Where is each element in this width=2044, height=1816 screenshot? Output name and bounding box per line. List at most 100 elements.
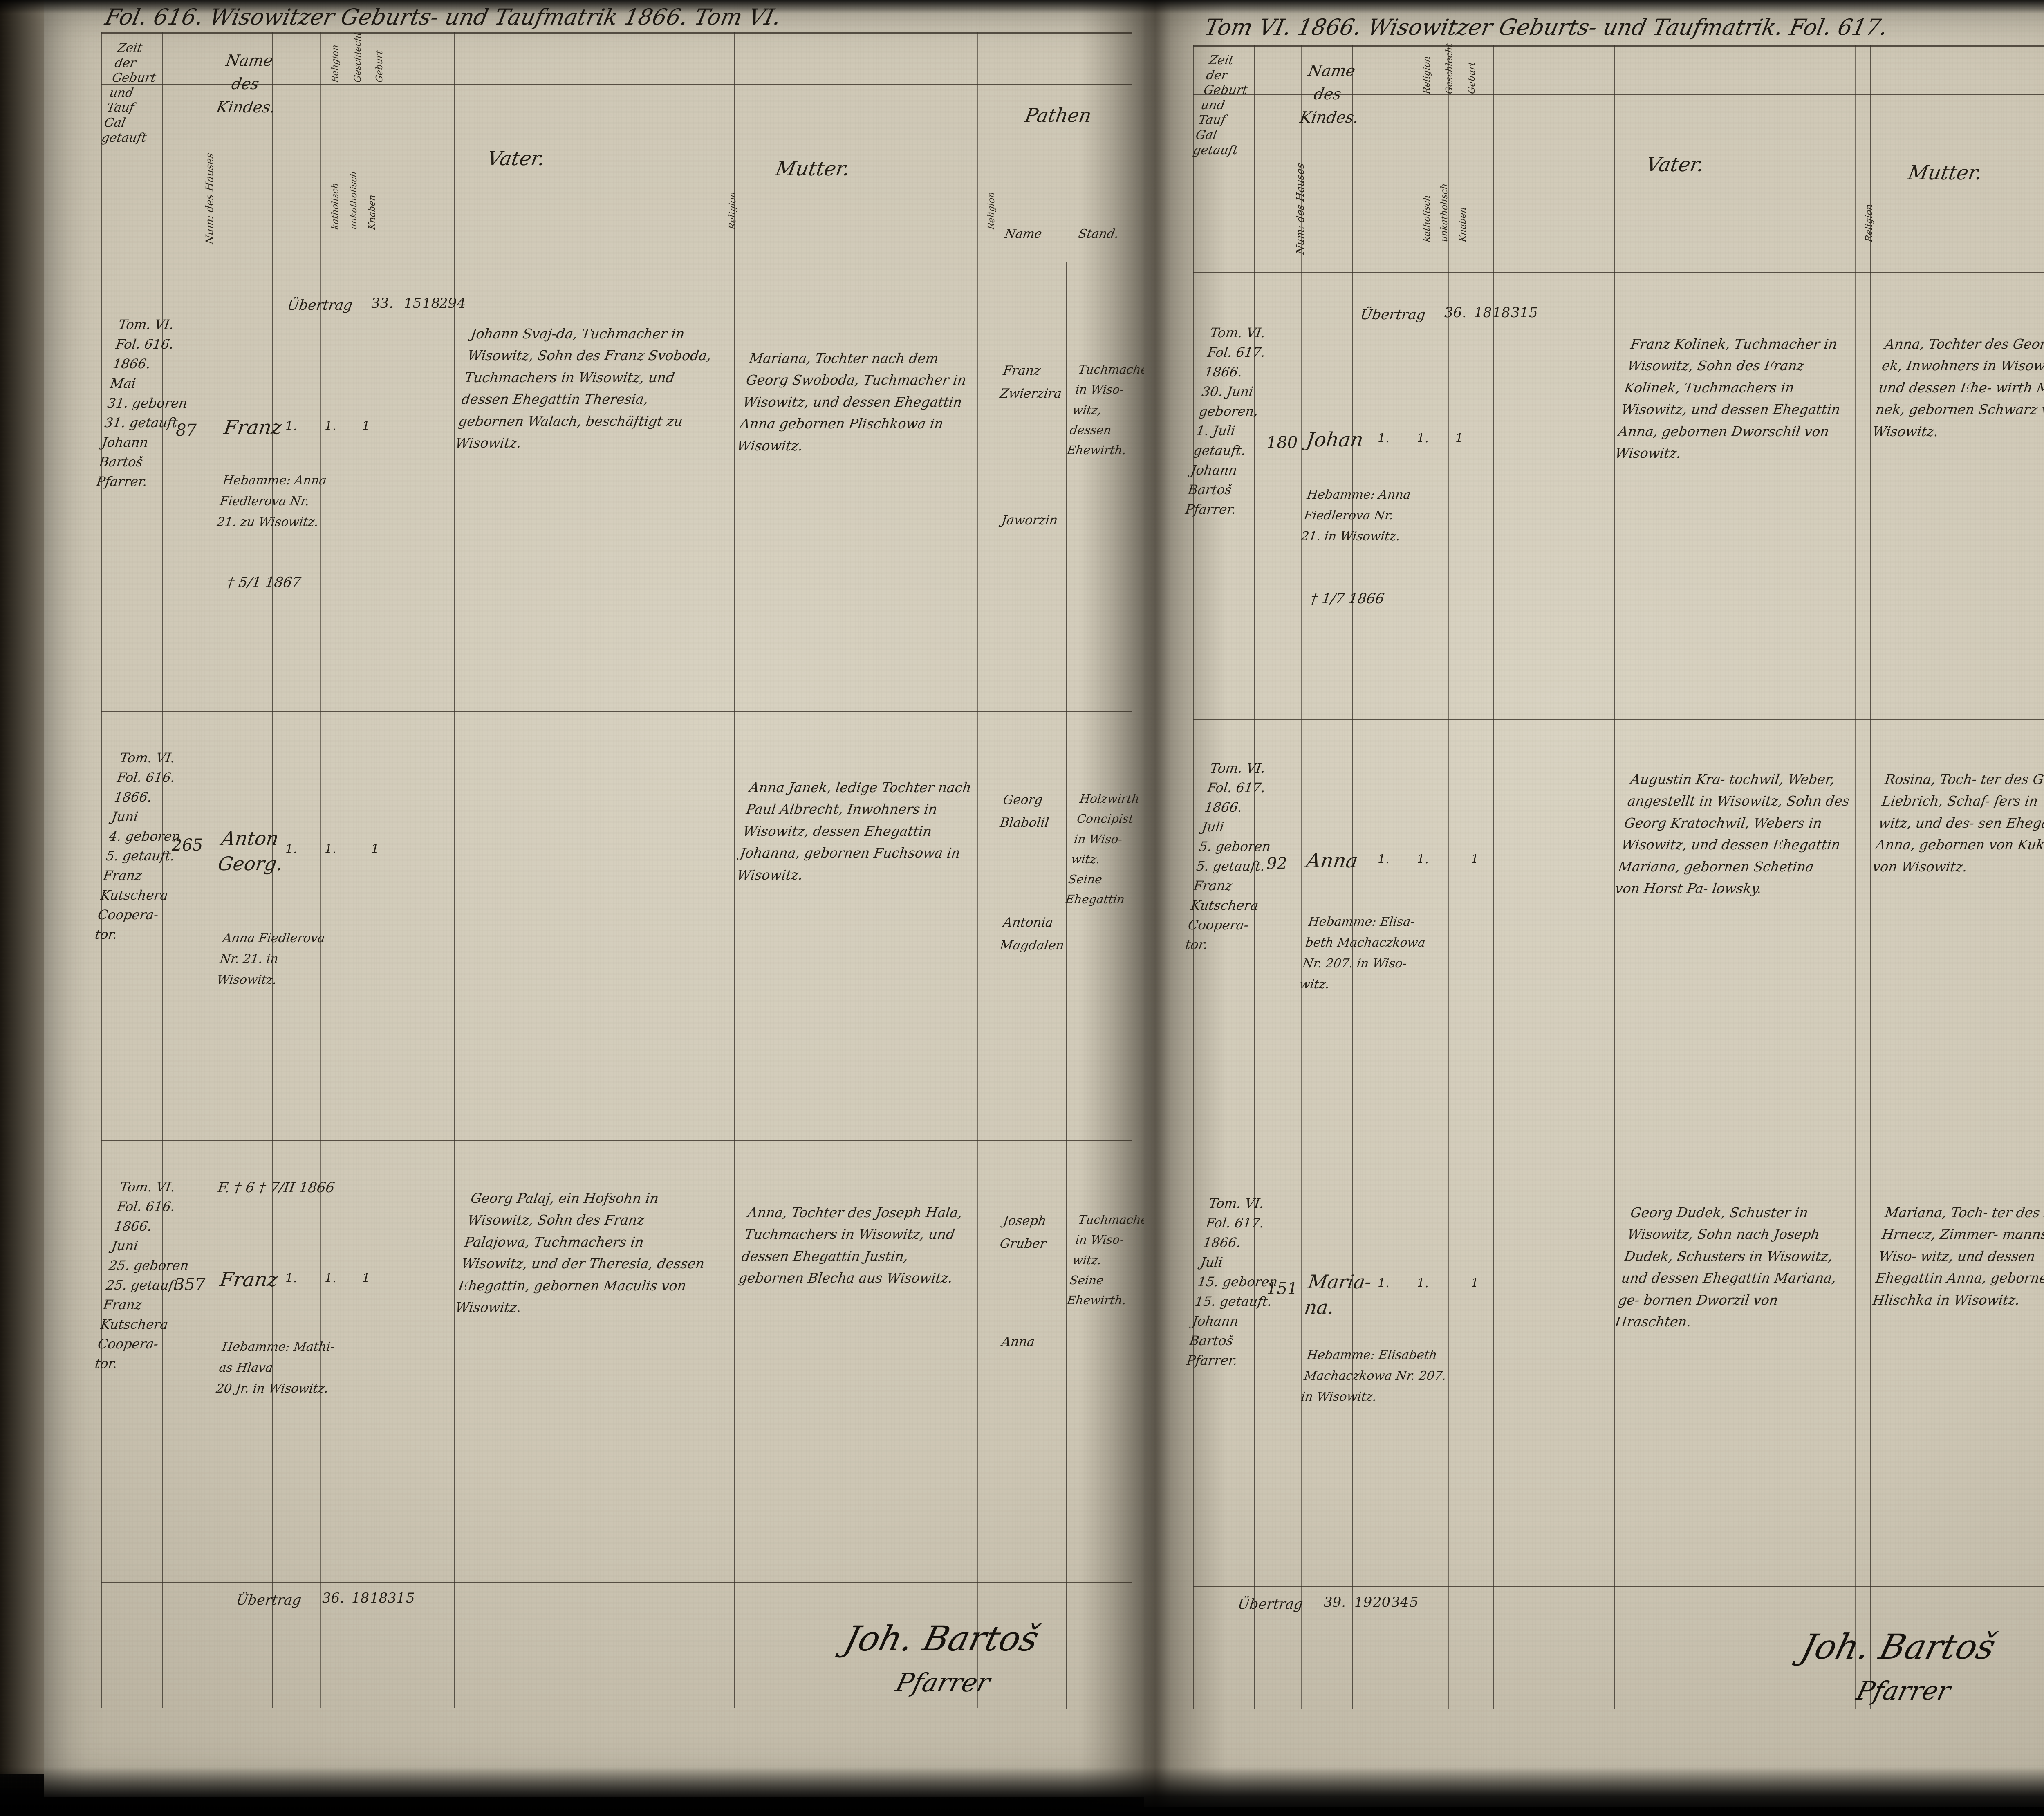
godparent-name-1: Joseph bbox=[1002, 1214, 1047, 1228]
col-header-father: Vater. bbox=[486, 147, 547, 170]
right-carryover-top-total: 36. bbox=[1444, 305, 1467, 321]
entry-officiant-line1: Johann bbox=[101, 434, 150, 450]
right-carryover-top-v1: 18 bbox=[1474, 305, 1492, 321]
left-border-rule bbox=[101, 32, 102, 1708]
right-page-signature: Joh. Bartoš bbox=[1797, 1627, 2000, 1667]
left-religion-kath-rule bbox=[320, 32, 321, 1708]
left-carryover-top-total: 33. bbox=[371, 295, 394, 311]
right-page-heading: Tom VI. 1866. Wisowitzer Geburts- und Ta… bbox=[1202, 14, 1890, 40]
entry-death-note: F. † 6 † 7/II 1866 bbox=[217, 1180, 336, 1196]
col-header-mother-religion: Religion bbox=[986, 191, 997, 231]
entry-mother: Mariana, Toch- ter des Franz Hrnecz, Zim… bbox=[1871, 1205, 2044, 1308]
col-header-father-religion: Religion bbox=[728, 191, 738, 231]
right-carryover-top-v2: 18 bbox=[1493, 305, 1511, 321]
left-carryover-bottom-v1: 18 bbox=[352, 1590, 370, 1606]
entry-father: Franz Kolinek, Tuchmacher in Wisowitz, S… bbox=[1614, 336, 1842, 461]
entry-father: Georg Palaj, ein Hofsohn in Wisowitz, So… bbox=[454, 1190, 706, 1316]
entry-midwife-line3: in Wisowitz. bbox=[1300, 1390, 1378, 1404]
right-carryover-bottom-total: 39. bbox=[1324, 1594, 1346, 1610]
entry-date-line1: Juli bbox=[1199, 1254, 1224, 1270]
tick-legitimacy: 1 bbox=[362, 419, 370, 433]
top-vignette bbox=[0, 0, 2044, 14]
table-row: Tom. VI. Fol. 616. 1866. Mai 31. geboren… bbox=[95, 315, 200, 491]
right-father-col-rule bbox=[1614, 45, 1615, 1709]
entry-date-line3: 5. getauft. bbox=[105, 848, 176, 864]
left-table-top-rule bbox=[101, 32, 1132, 34]
entry-officiant-line2: Bartoš bbox=[1188, 1333, 1234, 1348]
right-father-religion-rule bbox=[1855, 45, 1856, 1709]
col-header-godparent-name: Name bbox=[1003, 227, 1043, 241]
entry-child-name: Anna bbox=[1305, 849, 1360, 872]
entry-officiant-line3: Coopera- bbox=[96, 1336, 159, 1352]
entry-ref-line3: 1866. bbox=[1204, 799, 1244, 815]
col-header-legitimacy-group: Geburt bbox=[1467, 61, 1477, 95]
right-childname-col-rule bbox=[1352, 45, 1353, 1709]
entry-officiant-line1: Franz bbox=[1192, 878, 1233, 893]
right-carryover-bottom-v4: 5 bbox=[1410, 1594, 1419, 1610]
col-header-sex-group: Geschlecht bbox=[1444, 43, 1455, 95]
entry-godparent-name: Georg Blabolil bbox=[998, 789, 1053, 835]
right-table-bottom-rule bbox=[1193, 1586, 2044, 1587]
godparent-stand-3: dessen bbox=[1069, 423, 1112, 437]
left-childname-col-rule bbox=[272, 32, 273, 1708]
left-carryover-top-v2: 18 bbox=[422, 295, 440, 311]
entry-midwife-line3: 21. in Wisowitz. bbox=[1300, 529, 1401, 544]
bottom-vignette bbox=[0, 1767, 2044, 1816]
tick-sex: 1. bbox=[325, 1271, 336, 1285]
entry-officiant-line1: Johann bbox=[1191, 1313, 1240, 1329]
col-header-religion-katholisch: katholisch bbox=[1422, 194, 1432, 243]
entry-midwife-line2: Nr. 21. in bbox=[219, 952, 279, 966]
entry-date-line2: geboren, bbox=[1198, 403, 1260, 419]
tick-religion: 1. bbox=[285, 419, 297, 433]
entry-officiant-line4: tor. bbox=[1184, 937, 1209, 952]
entry-ref-line1: Tom. VI. bbox=[119, 750, 176, 766]
entry-date-line3: 15. getauft. bbox=[1194, 1294, 1273, 1309]
col-header-religion-group: Religion bbox=[330, 44, 341, 83]
tick-legitimacy: 1 bbox=[1471, 852, 1479, 867]
left-godparent-stand-rule bbox=[1066, 262, 1067, 1709]
col-header-child-name: Name des Kindes. bbox=[215, 52, 277, 116]
entry-midwife-line3: 21. zu Wisowitz. bbox=[216, 515, 320, 529]
entry-midwife-line3: Nr. 207. in Wiso- bbox=[1301, 956, 1408, 971]
col-header-religion-katholisch: katholisch bbox=[330, 182, 341, 231]
godparent-stand-2: Concipist bbox=[1076, 812, 1135, 826]
tick-sex: 1. bbox=[1417, 852, 1429, 867]
col-header-godparents: Pathen bbox=[1023, 104, 1094, 126]
tick-religion: 1. bbox=[1378, 431, 1390, 446]
entry-date-line1: 30. Juni bbox=[1201, 384, 1255, 399]
entry-midwife-line1: Hebamme: Anna bbox=[1306, 488, 1412, 502]
col-header-date: Zeit der Geburt und Tauf Gal getauft bbox=[100, 41, 157, 145]
col-header-house-no: Num: des Hauses bbox=[1294, 162, 1306, 255]
left-page-signature: Joh. Bartoš bbox=[840, 1619, 1043, 1659]
right-date-col-rule bbox=[1254, 45, 1255, 1709]
entry-midwife-line2: Fiedlerova Nr. bbox=[1303, 508, 1394, 523]
tick-legitimacy: 1 bbox=[371, 842, 379, 856]
left-row1-divider bbox=[101, 711, 1132, 712]
entry-midwife-line3: 20 Jr. in Wisowitz. bbox=[215, 1382, 329, 1396]
entry-mother: Rosina, Toch- ter des Georg Liebrich, Sc… bbox=[1871, 771, 2044, 875]
right-page-leaf: Tom VI. 1866. Wisowitzer Geburts- und Ta… bbox=[1144, 0, 2044, 1807]
col-header-sex-knaben: Knaben bbox=[367, 194, 377, 231]
entry-godparent-name: Franz Zwierzira bbox=[998, 360, 1066, 405]
entry-ref-line3: 1866. bbox=[113, 1218, 153, 1234]
entry-house-no: 265 bbox=[172, 836, 203, 855]
tick-legitimacy: 1 bbox=[1471, 1276, 1479, 1290]
godparent-stand-1: Tuchmacher in Wiso- bbox=[1074, 363, 1155, 397]
entry-date-line2: 25. geboren bbox=[108, 1258, 190, 1273]
godparent-stand-2: witz. bbox=[1071, 1253, 1103, 1267]
right-carryover-bottom-v2: 20 bbox=[1373, 1594, 1391, 1610]
tick-sex: 1. bbox=[1417, 431, 1429, 446]
right-mother-col-rule bbox=[1870, 45, 1871, 1709]
left-carryover-top-v4: 4 bbox=[457, 295, 466, 311]
col-header-house-no: Num: des Hauses bbox=[204, 152, 215, 245]
right-carryover-bottom-label: Übertrag bbox=[1237, 1596, 1304, 1612]
right-sex-knaben-rule bbox=[1448, 45, 1449, 1709]
right-header-divider bbox=[1193, 94, 2044, 95]
entry-date-line4: getauft. bbox=[1192, 443, 1247, 458]
godparent-stand-1: Holzwirth bbox=[1079, 792, 1141, 806]
col-header-child-name: Name des Kindes. bbox=[1298, 62, 1360, 126]
entry-midwife-line4: witz. bbox=[1298, 977, 1331, 992]
right-border-rule bbox=[1193, 45, 1194, 1709]
left-row2-divider bbox=[101, 1140, 1132, 1141]
entry-officiant-line3: Coopera- bbox=[96, 907, 159, 923]
